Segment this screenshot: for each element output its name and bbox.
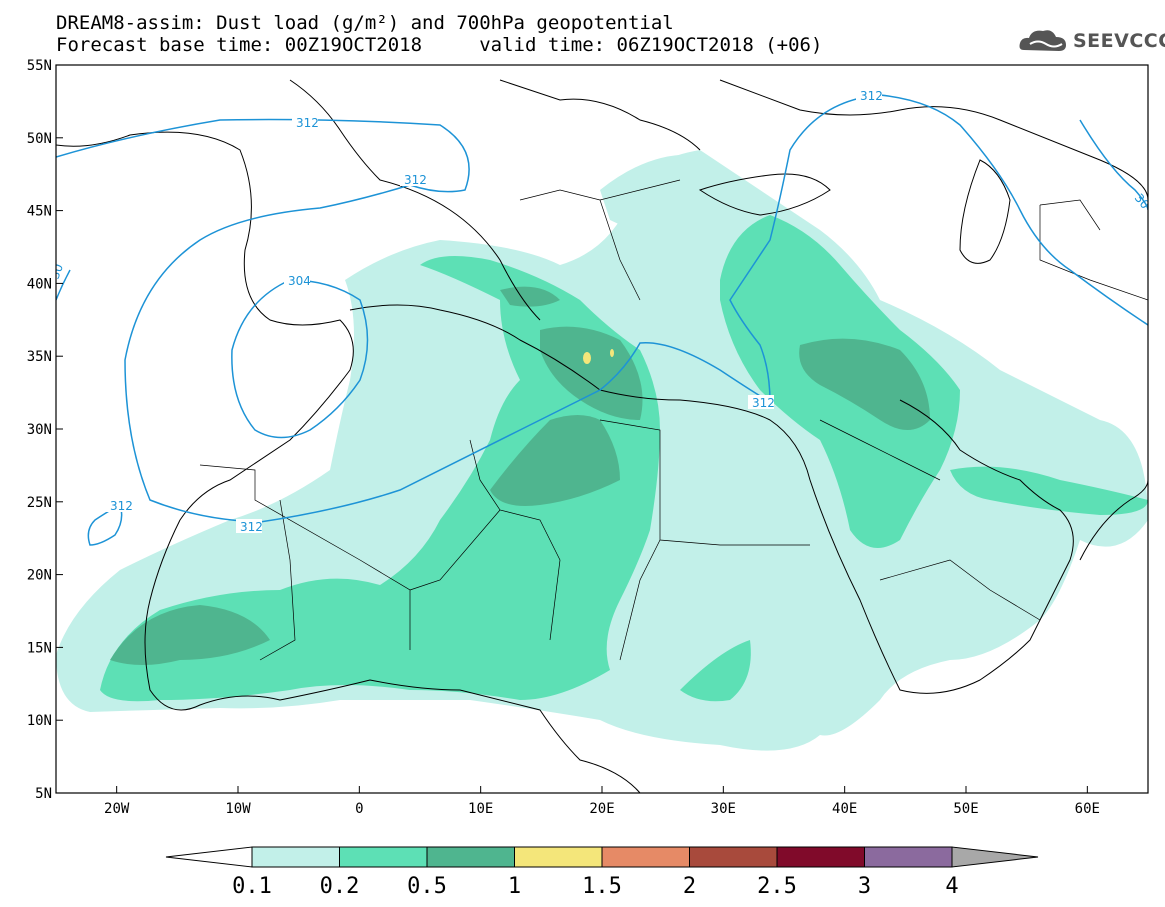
- contour-label: 312: [860, 89, 883, 103]
- dust-level-0-5: [110, 286, 930, 665]
- contour-label: 312: [296, 116, 319, 130]
- map-title: DREAM8-assim: Dust load (g/m²) and 700hP…: [56, 12, 674, 34]
- lat-tick-label: 30N: [27, 422, 52, 438]
- colorbar-level-label: 1.5: [582, 874, 622, 899]
- colorbar-swatch: [601, 846, 690, 868]
- colorbar-swatch: [776, 846, 865, 868]
- lat-tick-label: 5N: [35, 786, 52, 802]
- colorbar-swatch: [514, 846, 603, 868]
- colorbar-over-arrow: [951, 846, 1039, 868]
- map-subtitle: Forecast base time: 00Z19OCT2018 valid t…: [56, 34, 823, 56]
- colorbar-swatch: [251, 846, 340, 868]
- colorbar-swatch: [864, 846, 953, 868]
- geopotential-contours: [56, 94, 1148, 546]
- lon-tick-label: 20W: [104, 801, 130, 817]
- lat-tick-label: 50N: [27, 131, 52, 147]
- cloud-logo-icon: [1019, 30, 1066, 51]
- colorbar-level-label: 0.5: [407, 874, 447, 899]
- lat-tick-label: 10N: [27, 713, 52, 729]
- colorbar-under-arrow: [165, 846, 253, 868]
- colorbar-level-label: 3: [858, 874, 871, 899]
- colorbar-level-label: 4: [945, 874, 958, 899]
- contour-label: 312: [240, 520, 263, 534]
- longitude-axis: 20W 10W 0 10E 20E 30E 40E 50E 60E: [104, 786, 1100, 817]
- lat-tick-label: 40N: [27, 276, 52, 292]
- colorbar-level-label: 0.1: [232, 874, 272, 899]
- contour-label: 312: [404, 173, 427, 187]
- logo-text: SEEVCCC: [1073, 30, 1165, 52]
- country-borders: [199, 179, 1148, 661]
- lon-tick-label: 50E: [953, 801, 978, 817]
- colorbar-level-label: 0.2: [320, 874, 360, 899]
- lon-tick-label: 10W: [225, 801, 251, 817]
- contour-label: 312: [110, 499, 133, 513]
- colorbar-level-label: 1: [508, 874, 521, 899]
- lon-tick-label: 40E: [832, 801, 857, 817]
- lat-tick-label: 20N: [27, 568, 52, 584]
- lon-tick-label: 20E: [589, 801, 614, 817]
- contour-label: 304: [288, 274, 311, 288]
- lon-tick-label: 0: [355, 801, 363, 817]
- lat-tick-label: 15N: [27, 640, 52, 656]
- colorbar-swatch: [426, 846, 515, 868]
- colorbar-level-label: 2: [683, 874, 696, 899]
- dust-level-1: [583, 349, 614, 364]
- latitude-axis: 55N 50N 45N 40N 35N 30N 25N 20N 15N 10N 5N: [27, 58, 63, 802]
- lat-tick-label: 45N: [27, 204, 52, 220]
- coastlines: [56, 79, 1148, 793]
- colorbar-level-label: 2.5: [757, 874, 797, 899]
- colorbar-swatch: [689, 846, 778, 868]
- lon-tick-label: 60E: [1075, 801, 1100, 817]
- colorbar: 0.1 0.2 0.5 1 1.5 2 2.5 3 4: [165, 846, 1039, 899]
- lat-tick-label: 55N: [27, 58, 52, 74]
- contour-label: 312: [752, 396, 775, 410]
- lon-tick-label: 10E: [468, 801, 493, 817]
- contour-label: 30: [48, 262, 66, 281]
- lon-tick-label: 30E: [711, 801, 736, 817]
- lat-tick-label: 25N: [27, 495, 52, 511]
- contour-labels: 312 312 304 312 312 312 312 30 30: [48, 88, 1148, 534]
- lat-tick-label: 35N: [27, 349, 52, 365]
- colorbar-swatch: [339, 846, 428, 868]
